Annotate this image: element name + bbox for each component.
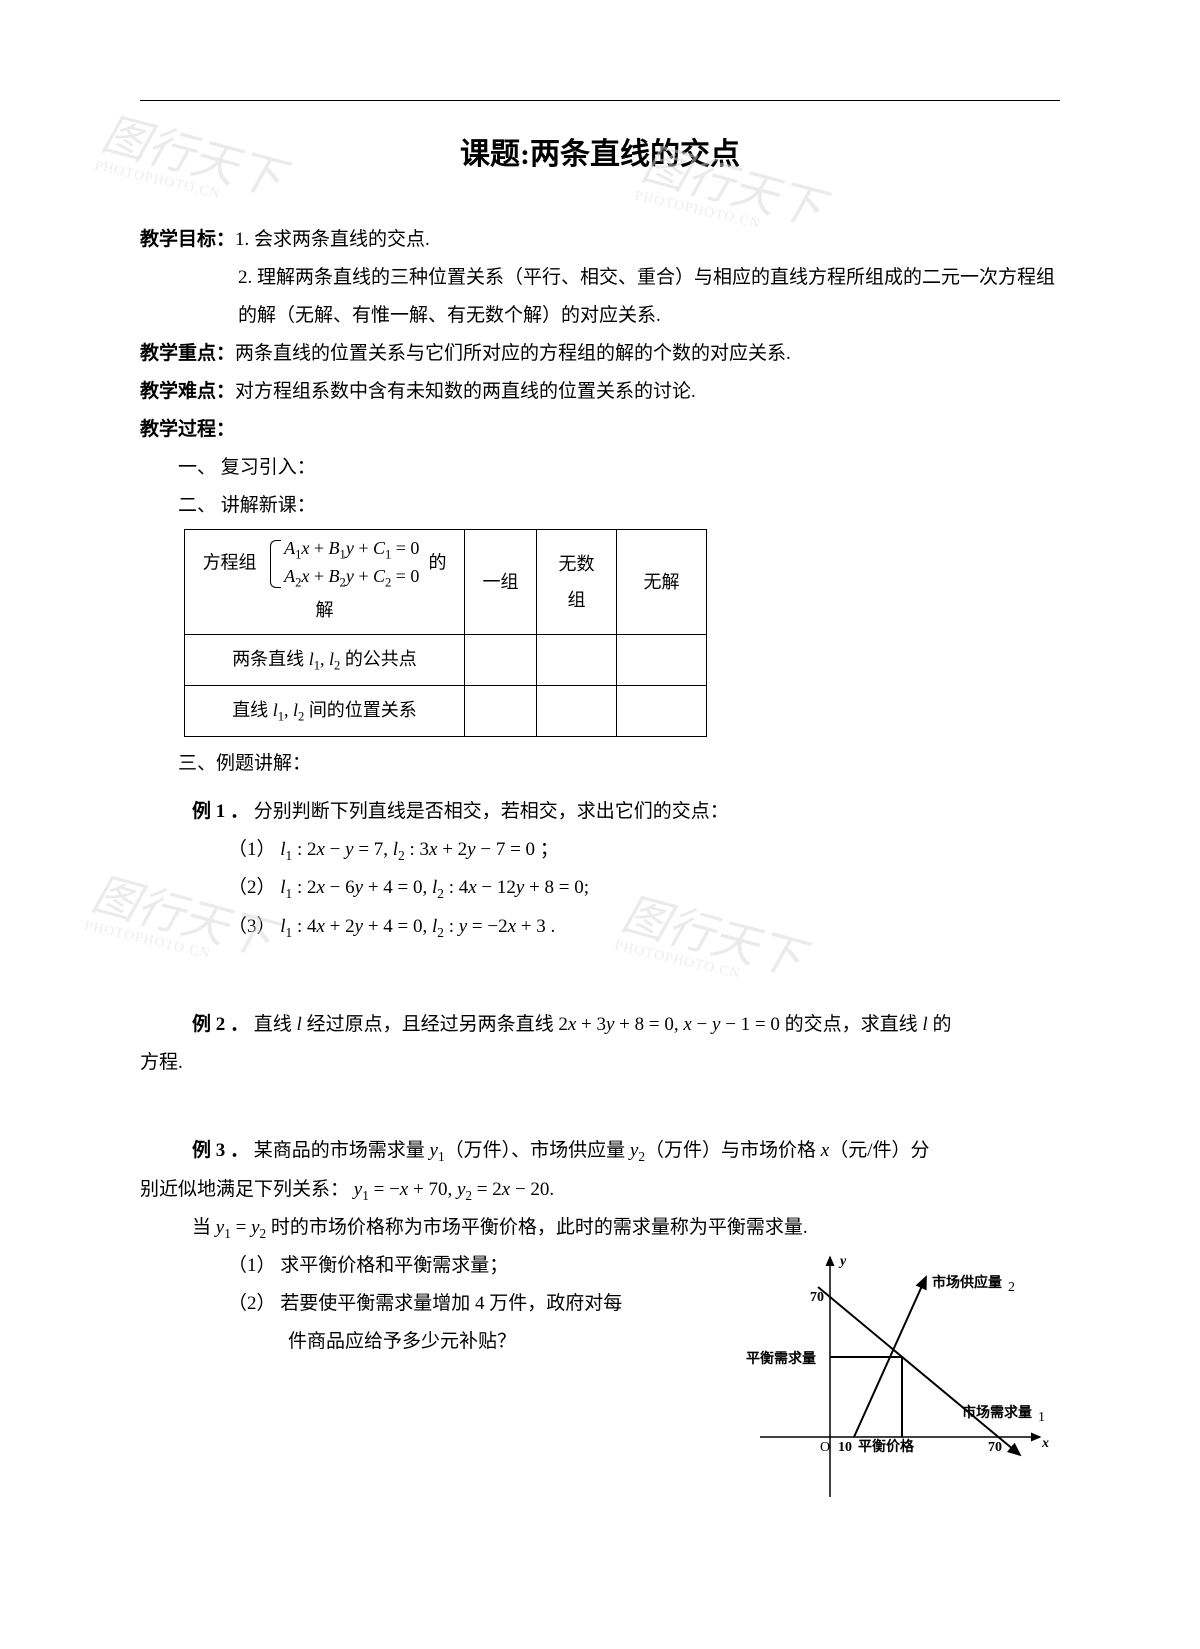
demand-line [818,1287,1020,1455]
example-1: 例 1 ． 分别判断下列直线是否相交，若相交，求出它们的交点： [140,793,1060,831]
ex2-label: 例 2 ． [192,1014,249,1035]
eq-price-label: 平衡价格 [858,1438,915,1455]
tick-70y: 70 [810,1290,824,1305]
svg-text:1: 1 [1038,1410,1045,1425]
table-cell: 无数组 [537,530,617,635]
demand-label: 市场需求量 [962,1404,1032,1421]
content: 教学目标： 1. 会求两条直线的交点. 2. 理解两条直线的三种位置关系（平行、… [140,221,1060,1521]
table-cell [537,635,617,686]
table-cell [617,635,707,686]
tick-70x: 70 [988,1440,1002,1455]
diff-text: 对方程组系数中含有未知数的两直线的位置关系的讨论. [235,373,696,411]
table-cell-eq: 方程组 A1x + B1y + C1 = 0 A2x + B2y + C2 = … [185,530,465,635]
eq-line-1: A1x + B1y + C1 = 0 [284,536,419,564]
section-1: 一、 复习引入： [140,449,1060,487]
table-cell [465,635,537,686]
table-cell: 两条直线 l1, l2 的公共点 [185,635,465,686]
table-cell: 直线 l1, l2 间的位置关系 [185,686,465,737]
ex3-label: 例 3 ． [192,1140,249,1161]
table-row: 方程组 A1x + B1y + C1 = 0 A2x + B2y + C2 = … [185,530,707,635]
top-rule [140,100,1060,101]
supply-label: 市场供应量 [932,1274,1002,1291]
goal-2: 2. 理解两条直线的三种位置关系（平行、相交、重合）与相应的直线方程所组成的二元… [140,259,1060,335]
eq-prefix: 方程组 [203,552,257,572]
eq-line-2: A2x + B2y + C2 = 0 [284,564,419,592]
ex3-q1: （1） 求平衡价格和平衡需求量； [140,1247,720,1285]
ex3-q2b: 件商品应给予多少元补贴？ [140,1323,720,1361]
ex3-questions: （1） 求平衡价格和平衡需求量； （2） 若要使平衡需求量增加 4 万件，政府对… [140,1247,1060,1521]
section-2: 二、 讲解新课： [140,487,1060,525]
proc-label: 教学过程： [140,411,1060,449]
example-2: 例 2 ． 直线 l 经过原点，且经过另两条直线 2x + 3y + 8 = 0… [140,1006,1060,1044]
ex1-text: 分别判断下列直线是否相交，若相交，求出它们的交点： [254,801,729,822]
y-axis-label: y [838,1254,847,1269]
document-page: 图行天下PHOTOPHOTO.CN 图行天下PHOTOPHOTO.CN 图行天下… [0,0,1200,1649]
table-row: 两条直线 l1, l2 的公共点 [185,635,707,686]
diff-label: 教学难点： [140,373,235,411]
goal-row: 教学目标： 1. 会求两条直线的交点. [140,221,1060,259]
focus-label: 教学重点： [140,335,235,373]
goal-1: 1. 会求两条直线的交点. [235,221,430,259]
focus-text: 两条直线的位置关系与它们所对应的方程组的解的个数的对应关系. [235,335,791,373]
relation-table: 方程组 A1x + B1y + C1 = 0 A2x + B2y + C2 = … [184,529,707,737]
ex2-cont: 方程. [140,1044,1060,1082]
ex3-line3: 当 y1 = y2 时的市场价格称为市场平衡价格，此时的需求量称为平衡需求量. [140,1209,1060,1247]
table-cell [617,686,707,737]
section-3: 三、例题讲解： [140,745,1060,783]
diff-row: 教学难点： 对方程组系数中含有未知数的两直线的位置关系的讨论. [140,373,1060,411]
eq-demand-label: 平衡需求量 [746,1350,816,1367]
chart-svg: O y x 70 10 70 市场供应量 2 市场需求量 1 [740,1247,1060,1507]
table-cell [465,686,537,737]
ex1-item-2: （2） l1 : 2x − 6y + 4 = 0, l2 : 4x − 12y … [140,869,1060,907]
ex3-line2: 别近似地满足下列关系： y1 = −x + 70, y2 = 2x − 20. [140,1171,1060,1209]
x-axis-label: x [1041,1436,1049,1451]
origin-label: O [820,1440,830,1455]
example-3: 例 3 ． 某商品的市场需求量 y1（万件）、市场供应量 y2（万件）与市场价格… [140,1132,1060,1170]
equation-brace: A1x + B1y + C1 = 0 A2x + B2y + C2 = 0 [270,536,419,592]
tick-10x: 10 [838,1440,852,1455]
ex1-item-1: （1） l1 : 2x − y = 7, l2 : 3x + 2y − 7 = … [140,831,1060,869]
ex1-item-3: （3） l1 : 4x + 2y + 4 = 0, l2 : y = −2x +… [140,908,1060,946]
market-chart: O y x 70 10 70 市场供应量 2 市场需求量 1 [740,1247,1060,1521]
ex1-label: 例 1 ． [192,801,249,822]
focus-row: 教学重点： 两条直线的位置关系与它们所对应的方程组的解的个数的对应关系. [140,335,1060,373]
table-cell: 无解 [617,530,707,635]
page-title: 课题:两条直线的交点 [140,129,1060,173]
svg-text:2: 2 [1008,1280,1015,1295]
table-cell: 一组 [465,530,537,635]
table-row: 直线 l1, l2 间的位置关系 [185,686,707,737]
goal-label: 教学目标： [140,221,235,259]
ex3-q2a: （2） 若要使平衡需求量增加 4 万件，政府对每 [140,1285,720,1323]
table-cell [537,686,617,737]
